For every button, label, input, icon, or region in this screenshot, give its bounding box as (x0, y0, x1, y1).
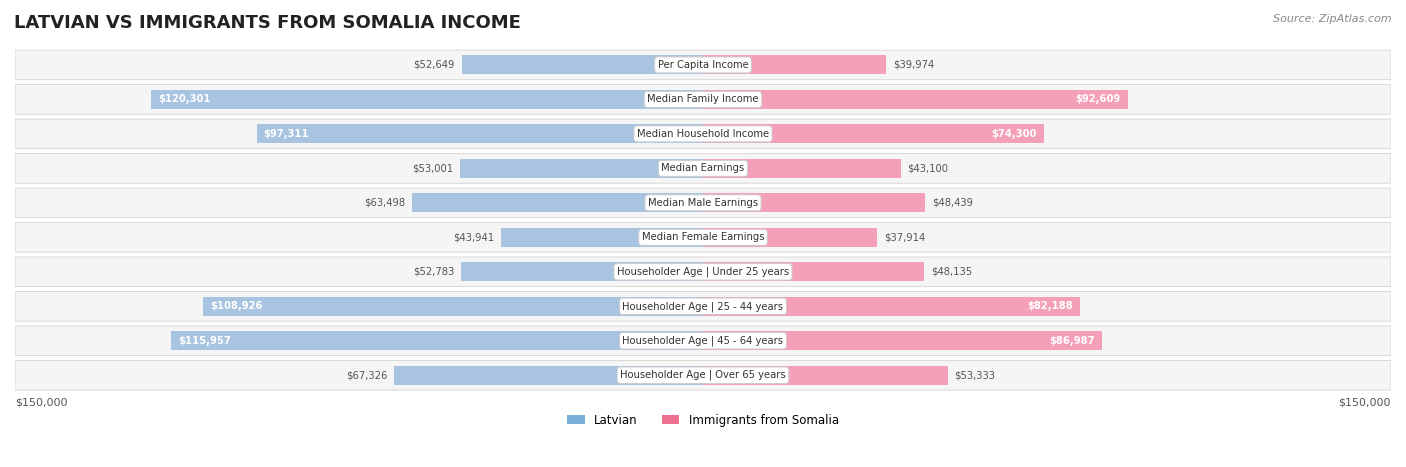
FancyBboxPatch shape (15, 326, 1391, 355)
Text: $37,914: $37,914 (884, 232, 925, 242)
Text: $52,649: $52,649 (413, 60, 454, 70)
Text: $63,498: $63,498 (364, 198, 405, 208)
Text: $39,974: $39,974 (893, 60, 935, 70)
Text: $97,311: $97,311 (263, 129, 309, 139)
Text: Householder Age | 45 - 64 years: Householder Age | 45 - 64 years (623, 335, 783, 346)
FancyBboxPatch shape (15, 154, 1391, 183)
FancyBboxPatch shape (15, 50, 1391, 80)
Text: $52,783: $52,783 (413, 267, 454, 277)
Bar (204, 297, 703, 316)
Bar (703, 193, 925, 212)
FancyBboxPatch shape (15, 188, 1391, 218)
Text: $43,100: $43,100 (907, 163, 949, 173)
Text: $150,000: $150,000 (15, 397, 67, 408)
FancyBboxPatch shape (15, 222, 1391, 252)
Text: $53,001: $53,001 (412, 163, 453, 173)
Text: $43,941: $43,941 (454, 232, 495, 242)
Text: LATVIAN VS IMMIGRANTS FROM SOMALIA INCOME: LATVIAN VS IMMIGRANTS FROM SOMALIA INCOM… (14, 14, 522, 32)
FancyBboxPatch shape (15, 361, 1391, 390)
Text: $115,957: $115,957 (179, 336, 231, 346)
Text: Householder Age | Under 25 years: Householder Age | Under 25 years (617, 267, 789, 277)
Bar (703, 159, 901, 178)
Text: Source: ZipAtlas.com: Source: ZipAtlas.com (1274, 14, 1392, 24)
Bar (703, 366, 948, 385)
Bar (703, 331, 1102, 350)
Text: Median Male Earnings: Median Male Earnings (648, 198, 758, 208)
Bar (394, 366, 703, 385)
Bar (703, 56, 886, 74)
Text: $86,987: $86,987 (1050, 336, 1095, 346)
Bar (703, 90, 1128, 109)
FancyBboxPatch shape (15, 291, 1391, 321)
Text: $108,926: $108,926 (211, 301, 263, 311)
Bar (703, 124, 1043, 143)
Text: Per Capita Income: Per Capita Income (658, 60, 748, 70)
Bar (703, 297, 1080, 316)
Bar (703, 262, 924, 281)
Text: $67,326: $67,326 (346, 370, 387, 380)
Text: Householder Age | Over 65 years: Householder Age | Over 65 years (620, 370, 786, 381)
FancyBboxPatch shape (15, 257, 1391, 287)
Bar (461, 56, 703, 74)
Bar (257, 124, 703, 143)
Bar (172, 331, 703, 350)
Text: $150,000: $150,000 (1339, 397, 1391, 408)
Bar (461, 262, 703, 281)
Text: $48,439: $48,439 (932, 198, 973, 208)
Text: $53,333: $53,333 (955, 370, 995, 380)
Text: Median Earnings: Median Earnings (661, 163, 745, 173)
Legend: Latvian, Immigrants from Somalia: Latvian, Immigrants from Somalia (562, 409, 844, 432)
Text: $120,301: $120,301 (157, 94, 211, 105)
Text: Median Household Income: Median Household Income (637, 129, 769, 139)
Text: Median Female Earnings: Median Female Earnings (641, 232, 765, 242)
Text: $74,300: $74,300 (991, 129, 1036, 139)
Bar (152, 90, 703, 109)
Bar (703, 228, 877, 247)
Bar (460, 159, 703, 178)
Text: $92,609: $92,609 (1076, 94, 1121, 105)
Text: $48,135: $48,135 (931, 267, 972, 277)
FancyBboxPatch shape (15, 119, 1391, 149)
Text: $82,188: $82,188 (1028, 301, 1073, 311)
FancyBboxPatch shape (15, 85, 1391, 114)
Bar (412, 193, 703, 212)
Text: Householder Age | 25 - 44 years: Householder Age | 25 - 44 years (623, 301, 783, 311)
Text: Median Family Income: Median Family Income (647, 94, 759, 105)
Bar (502, 228, 703, 247)
